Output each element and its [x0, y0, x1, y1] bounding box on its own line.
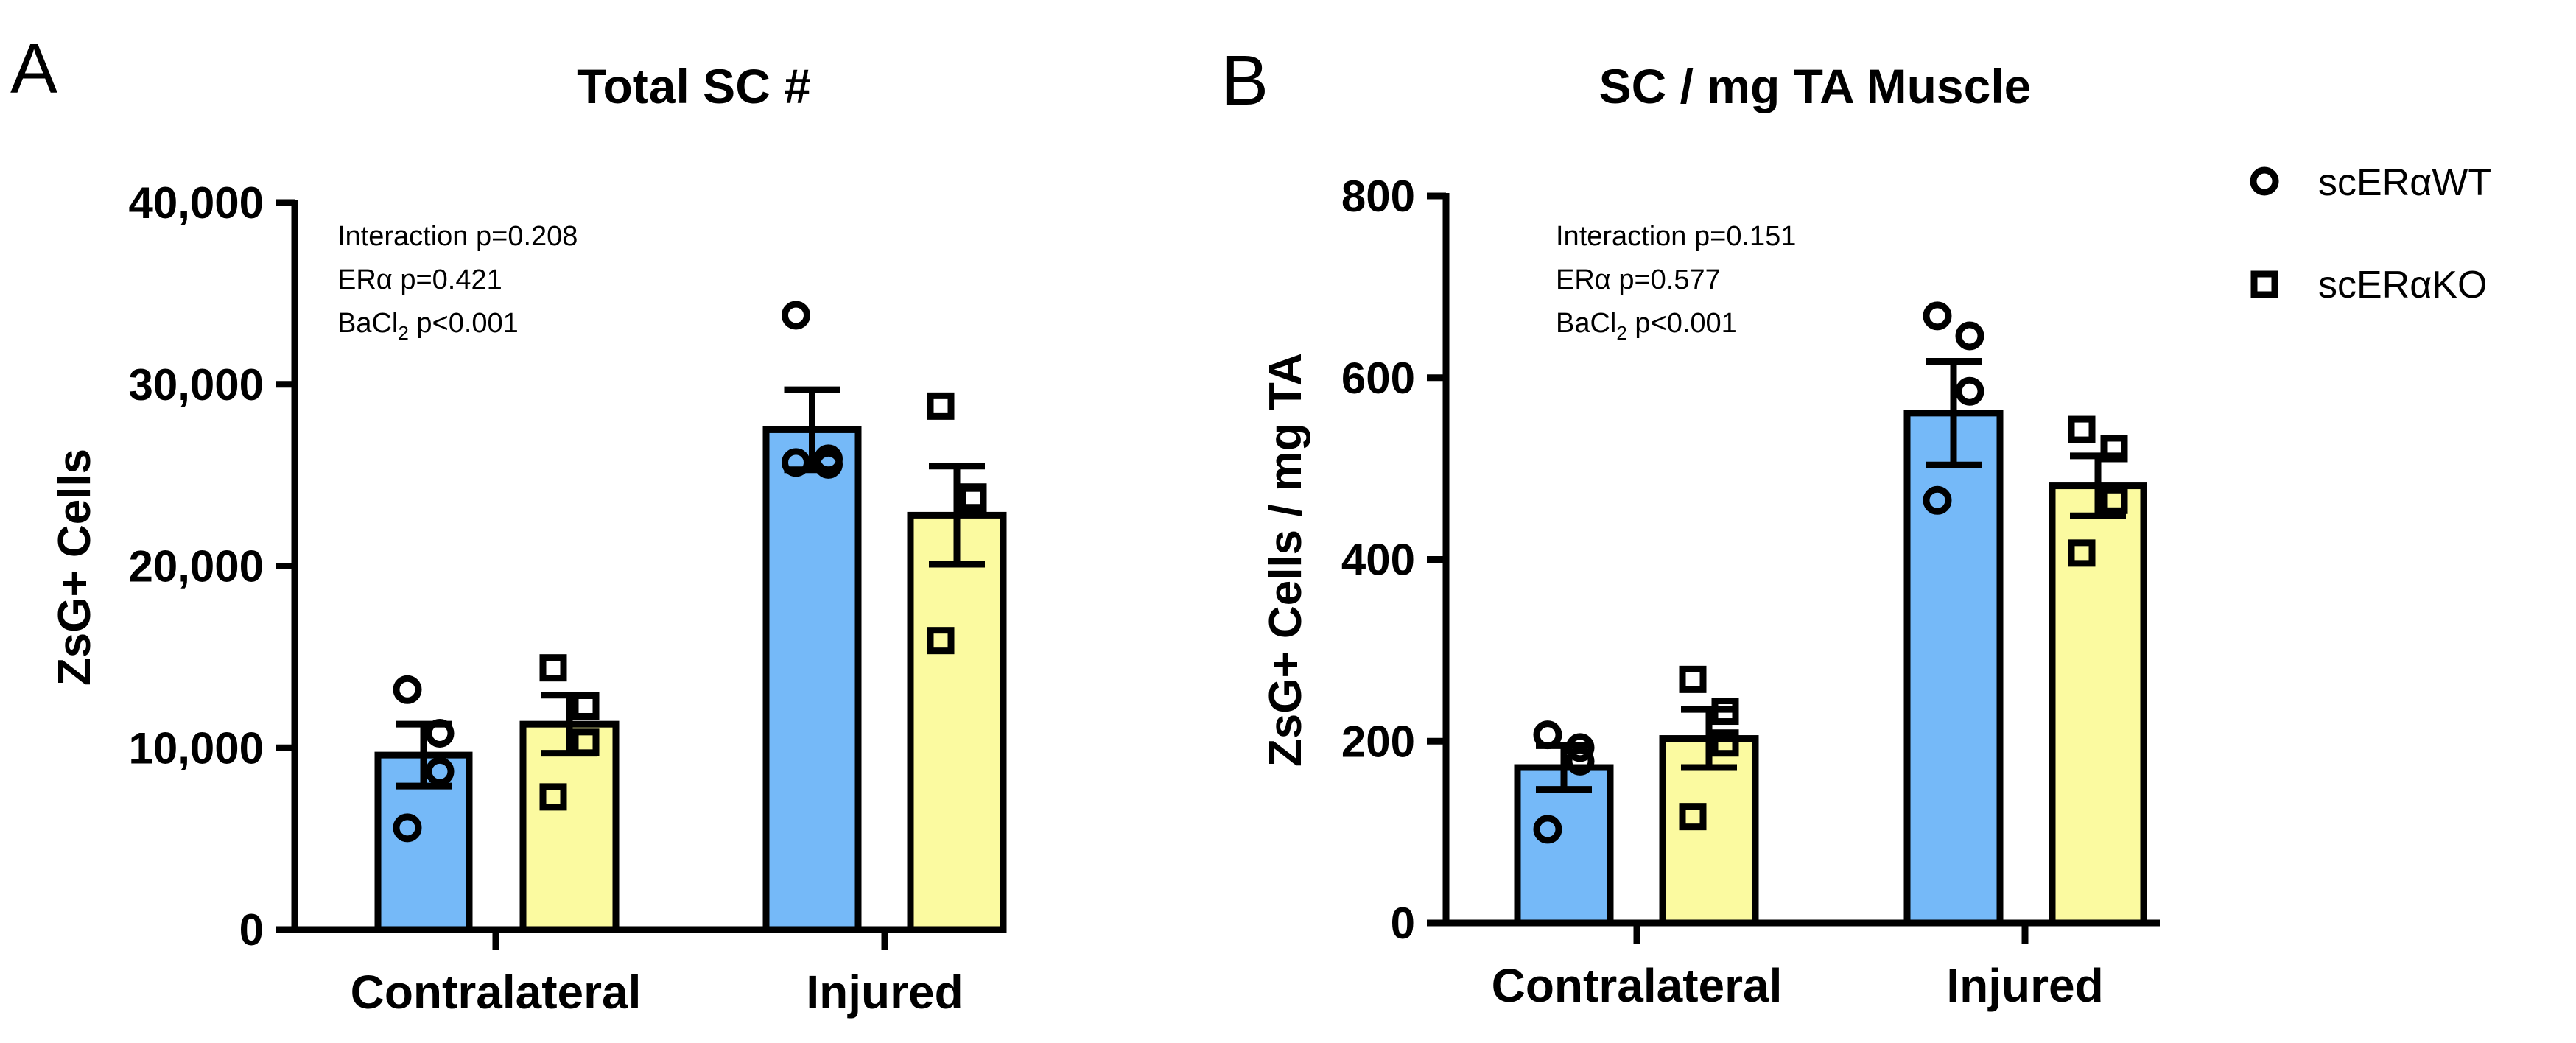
panel-b-data-point-circle — [1955, 376, 1984, 406]
panel-b-data-point-circle — [1923, 485, 1952, 515]
panel-b-stats: Interaction p=0.151 ERα p=0.577 BaCl2 p<… — [1556, 221, 1796, 344]
panel-b-data-point-square — [2068, 539, 2096, 567]
panel-a-data-point-square — [927, 627, 955, 655]
panel-b-plot: 0 200 400 600 800 Contralateral Injured — [1341, 172, 2160, 1012]
legend-label-ko: scERαKO — [2318, 264, 2487, 306]
panel-b-data-point-circle — [1565, 746, 1595, 776]
panel-a-y-tick-label: 30,000 — [128, 360, 264, 410]
panel-a-data-point-square — [539, 783, 567, 811]
panel-b-bar-ko-injured — [2049, 482, 2147, 927]
legend-square-marker-icon — [2250, 270, 2278, 298]
panel-b-data-point-square — [2068, 415, 2096, 443]
panel-b-stat-bacl2-rest: p<0.001 — [1627, 308, 1737, 339]
panel-b-data-point-square — [1711, 729, 1739, 757]
panel-a-y-axis-label: ZsG+ Cells — [49, 449, 100, 686]
panel-a-data-point-circle — [425, 756, 455, 786]
panel-a-data-point-circle — [782, 448, 810, 477]
panel-b-x-category-label: Injured — [1946, 959, 2103, 1012]
panel-b-data-point-square — [1679, 803, 1707, 831]
panel-a-plot: 0 10,000 20,000 30,000 40,000 Contralateral In… — [128, 178, 1007, 1019]
panel-a-x-category-label: Contralateral — [351, 966, 642, 1019]
panel-a-data-point-square — [539, 654, 567, 682]
panel-b-data-point-circle — [1565, 733, 1595, 762]
panel-b-data-point-square — [1711, 698, 1739, 726]
panel-a-title: Total SC # — [577, 59, 811, 113]
panel-a-y-tick-label: 0 — [239, 905, 264, 955]
panel-b-stat-interaction: Interaction p=0.151 — [1556, 221, 1796, 252]
panel-b-y-tick-label: 200 — [1341, 717, 1415, 766]
panel-b-data-point-circle — [1923, 301, 1952, 331]
panel-b-y-tick-label: 600 — [1341, 354, 1415, 403]
panel-a-data-point-square — [572, 692, 600, 720]
panel-b-y-tick-label: 800 — [1341, 172, 1415, 221]
panel-b-y-axis-label: ZsG+ Cells / mg TA — [1260, 353, 1311, 767]
panel-b-data-point-square — [1679, 665, 1707, 693]
panel-a-data-point-square — [927, 392, 955, 420]
panel-a-data-point-circle — [814, 449, 843, 479]
panel-a-bar-wt-injured — [762, 426, 862, 933]
legend-circle-marker-icon — [2250, 166, 2279, 196]
panel-a-data-point-circle — [393, 675, 422, 704]
panel-a-letter: A — [10, 29, 57, 108]
panel-a-data-point-square — [959, 485, 987, 513]
panel-a-data-point-circle — [393, 813, 422, 843]
panel-a-bar-ko-injured — [907, 511, 1007, 933]
panel-b-bar-wt-injured — [1903, 410, 2004, 927]
panel-b-stat-bacl2-main: BaCl — [1556, 308, 1616, 339]
panel-a-y-tick-label: 10,000 — [128, 723, 264, 773]
panel-a-stat-bacl2-sub: 2 — [398, 322, 408, 344]
legend-label-wt: scERαWT — [2318, 161, 2491, 204]
panel-a-stat-bacl2-rest: p<0.001 — [409, 308, 519, 339]
panel-a-y-tick-label: 20,000 — [128, 542, 264, 591]
panel-a-stat-bacl2: BaCl2 p<0.001 — [337, 308, 519, 344]
panel-b-stat-era: ERα p=0.577 — [1556, 264, 1721, 295]
panel-a-stats: Interaction p=0.208 ERα p=0.421 BaCl2 p<… — [337, 221, 578, 344]
panel-a-data-point-square — [572, 728, 600, 756]
panel-a-x-category-label: Injured — [806, 966, 963, 1019]
panel-a-stat-interaction: Interaction p=0.208 — [337, 221, 578, 252]
panel-b-data-point-square — [2100, 486, 2128, 514]
panel-b-data-point-circle — [1955, 321, 1984, 351]
panel-b-data-point-circle — [1533, 720, 1562, 750]
panel-b-y-tick-label: 400 — [1341, 535, 1415, 585]
panel-a-data-point-circle — [425, 719, 455, 748]
panel-b-stat-bacl2-sub: 2 — [1616, 322, 1626, 344]
panel-a-data-point-circle — [782, 301, 810, 330]
panel-b-data-point-square — [2100, 435, 2128, 463]
panel-b-letter: B — [1221, 41, 1268, 120]
panel-a-y-tick-label: 40,000 — [128, 178, 264, 228]
legend: scERαWT scERαKO — [2250, 161, 2491, 306]
panel-b-data-point-circle — [1533, 815, 1562, 844]
panel-b-title: SC / mg TA Muscle — [1599, 59, 2032, 113]
panel-a-stat-era: ERα p=0.421 — [337, 264, 502, 295]
panel-b-stat-bacl2: BaCl2 p<0.001 — [1556, 308, 1737, 344]
panel-b-x-category-label: Contralateral — [1492, 959, 1783, 1012]
panel-b-y-tick-label: 0 — [1391, 899, 1415, 948]
panel-a-stat-bacl2-main: BaCl — [337, 308, 398, 339]
